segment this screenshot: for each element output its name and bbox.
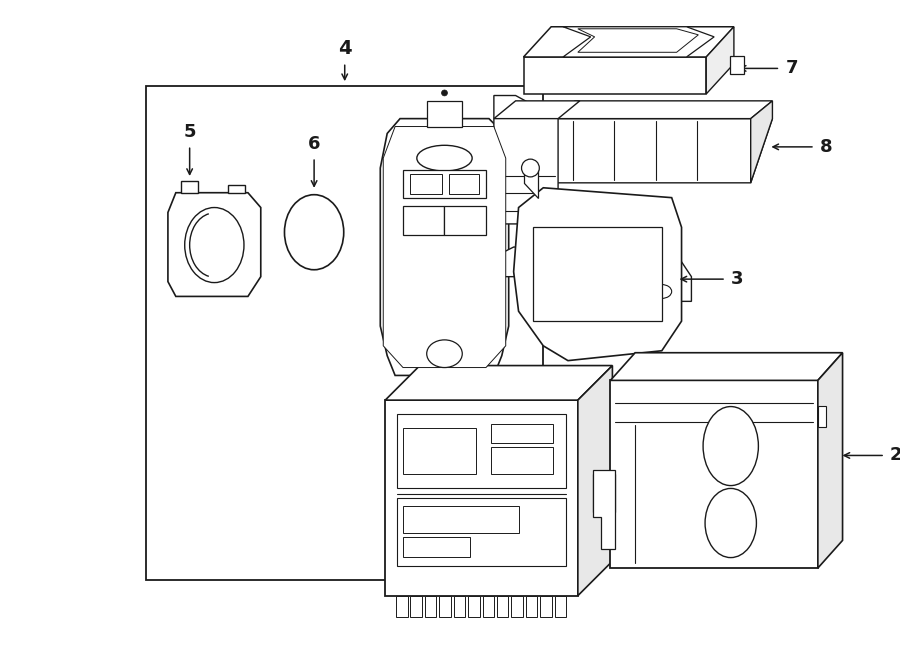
- Ellipse shape: [705, 488, 756, 558]
- Bar: [403, 428, 476, 475]
- Ellipse shape: [284, 195, 344, 270]
- Bar: [403, 537, 471, 557]
- Polygon shape: [494, 247, 691, 301]
- Polygon shape: [468, 596, 480, 617]
- Polygon shape: [818, 353, 842, 568]
- Polygon shape: [181, 181, 198, 193]
- Polygon shape: [706, 26, 733, 94]
- Polygon shape: [425, 596, 436, 617]
- Ellipse shape: [427, 340, 463, 368]
- Polygon shape: [524, 26, 734, 57]
- Bar: [491, 447, 553, 475]
- Bar: [818, 406, 826, 427]
- Polygon shape: [494, 95, 558, 224]
- Ellipse shape: [184, 208, 244, 283]
- Polygon shape: [526, 596, 537, 617]
- Polygon shape: [427, 101, 463, 126]
- Text: 3: 3: [731, 270, 743, 288]
- Polygon shape: [385, 366, 612, 400]
- Ellipse shape: [703, 407, 759, 486]
- Text: 8: 8: [820, 138, 832, 156]
- Polygon shape: [593, 471, 616, 549]
- Polygon shape: [610, 353, 842, 380]
- Polygon shape: [751, 101, 772, 183]
- Bar: [397, 498, 566, 566]
- Polygon shape: [396, 596, 408, 617]
- Bar: [146, 86, 544, 580]
- Polygon shape: [494, 101, 580, 118]
- Polygon shape: [610, 380, 818, 568]
- Polygon shape: [563, 26, 714, 57]
- Bar: [445, 206, 486, 235]
- Text: 4: 4: [338, 40, 352, 58]
- Polygon shape: [593, 474, 616, 512]
- Text: 6: 6: [308, 136, 320, 153]
- Polygon shape: [229, 185, 245, 193]
- Polygon shape: [514, 188, 681, 361]
- Ellipse shape: [652, 285, 671, 298]
- Polygon shape: [524, 168, 538, 198]
- Polygon shape: [497, 596, 508, 617]
- Bar: [403, 506, 518, 533]
- Bar: [730, 56, 743, 74]
- Text: 5: 5: [184, 124, 196, 141]
- Polygon shape: [168, 193, 261, 296]
- Polygon shape: [578, 366, 612, 596]
- Bar: [491, 424, 553, 443]
- Bar: [640, 280, 654, 304]
- Text: 2: 2: [890, 446, 900, 465]
- Bar: [403, 206, 445, 235]
- Ellipse shape: [521, 159, 539, 177]
- Bar: [449, 174, 479, 194]
- Polygon shape: [554, 101, 772, 118]
- Polygon shape: [415, 371, 459, 529]
- Bar: [403, 170, 486, 198]
- Text: 1: 1: [485, 308, 497, 326]
- Polygon shape: [410, 596, 422, 617]
- Polygon shape: [554, 596, 566, 617]
- Polygon shape: [578, 29, 698, 52]
- Ellipse shape: [442, 90, 447, 96]
- Polygon shape: [554, 118, 772, 183]
- Bar: [534, 227, 662, 321]
- Polygon shape: [454, 596, 465, 617]
- Polygon shape: [385, 400, 578, 596]
- Polygon shape: [524, 57, 706, 94]
- Ellipse shape: [417, 145, 473, 171]
- Polygon shape: [383, 126, 506, 368]
- Bar: [397, 414, 566, 488]
- Polygon shape: [540, 596, 552, 617]
- Polygon shape: [439, 596, 451, 617]
- Polygon shape: [511, 596, 523, 617]
- Polygon shape: [381, 118, 508, 375]
- Text: 7: 7: [786, 59, 797, 77]
- Bar: [410, 174, 442, 194]
- Polygon shape: [482, 596, 494, 617]
